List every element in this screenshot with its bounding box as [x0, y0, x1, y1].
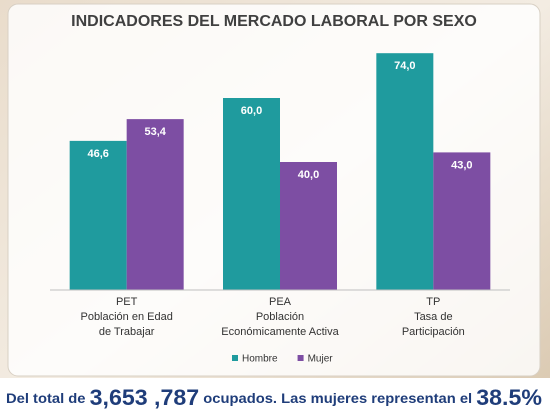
x-tick-label: PEA	[269, 296, 292, 308]
value-label: 40,0	[298, 169, 319, 181]
value-label: 43,0	[451, 159, 472, 171]
bar	[223, 98, 280, 290]
x-tick-label: Económicamente Activa	[221, 326, 339, 338]
bar	[126, 119, 184, 291]
x-tick-label: TP	[426, 296, 440, 308]
x-tick-label: Población	[256, 311, 304, 323]
banner-part: Del total de	[6, 390, 90, 406]
x-tick-label: PET	[116, 296, 138, 308]
banner-number: 3,653 ,787	[90, 385, 200, 410]
bar	[280, 162, 337, 290]
value-label: 46,6	[87, 148, 108, 160]
x-tick-label: de Trabajar	[99, 326, 155, 338]
bar	[376, 53, 434, 291]
banner-text: Del total de 3,653 ,787 ocupados. Las mu…	[6, 385, 542, 410]
value-label: 74,0	[394, 60, 415, 72]
value-label: 60,0	[241, 105, 262, 117]
x-tick-label: Población en Edad	[80, 311, 172, 323]
legend-swatch	[232, 355, 238, 361]
legend-label: Hombre	[242, 354, 278, 365]
chart-title: INDICADORES DEL MERCADO LABORAL POR SEXO	[71, 13, 477, 30]
banner-number: 38.5%	[476, 385, 542, 410]
x-tick-label: Tasa de	[414, 311, 453, 323]
banner-bg	[0, 378, 550, 420]
bar	[433, 152, 491, 290]
value-label: 53,4	[144, 126, 166, 138]
legend-label: Mujer	[308, 354, 334, 365]
bar	[69, 140, 127, 290]
banner-part: ocupados. Las mujeres representan el	[199, 390, 476, 406]
x-tick-label: Participación	[402, 326, 465, 338]
legend-swatch	[297, 355, 304, 361]
